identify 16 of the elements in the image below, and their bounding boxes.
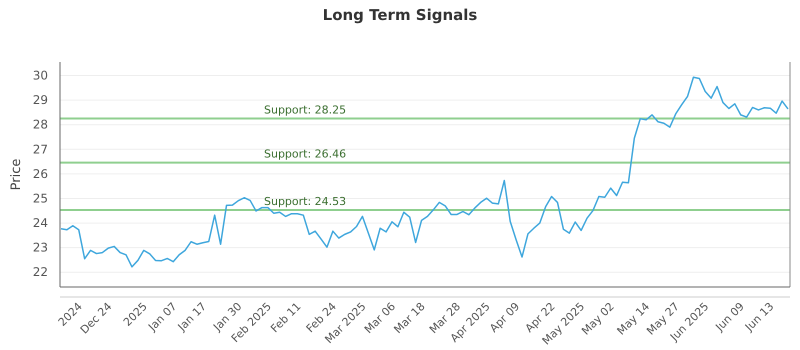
chart-title: Long Term Signals	[322, 6, 478, 24]
y-tick-label: 26	[32, 166, 48, 181]
y-tick-label: 23	[32, 240, 48, 255]
y-tick-label: 27	[32, 142, 48, 156]
y-axis-title: Price	[9, 158, 24, 190]
ref-line-label: Support: 24.53	[264, 195, 346, 208]
y-tick-label: 30	[32, 68, 48, 83]
y-tick-label: 22	[32, 265, 48, 280]
y-tick-label: 24	[32, 216, 48, 230]
ref-line-label: Support: 28.25	[264, 104, 346, 117]
y-tick-label: 28	[32, 118, 48, 132]
y-tick-label: 25	[32, 191, 48, 206]
ref-line-label: Support: 26.46	[264, 148, 346, 161]
line-series	[60, 76, 789, 268]
y-tick-label: 29	[32, 93, 48, 108]
x-tick-label: Jan 17	[174, 300, 209, 334]
